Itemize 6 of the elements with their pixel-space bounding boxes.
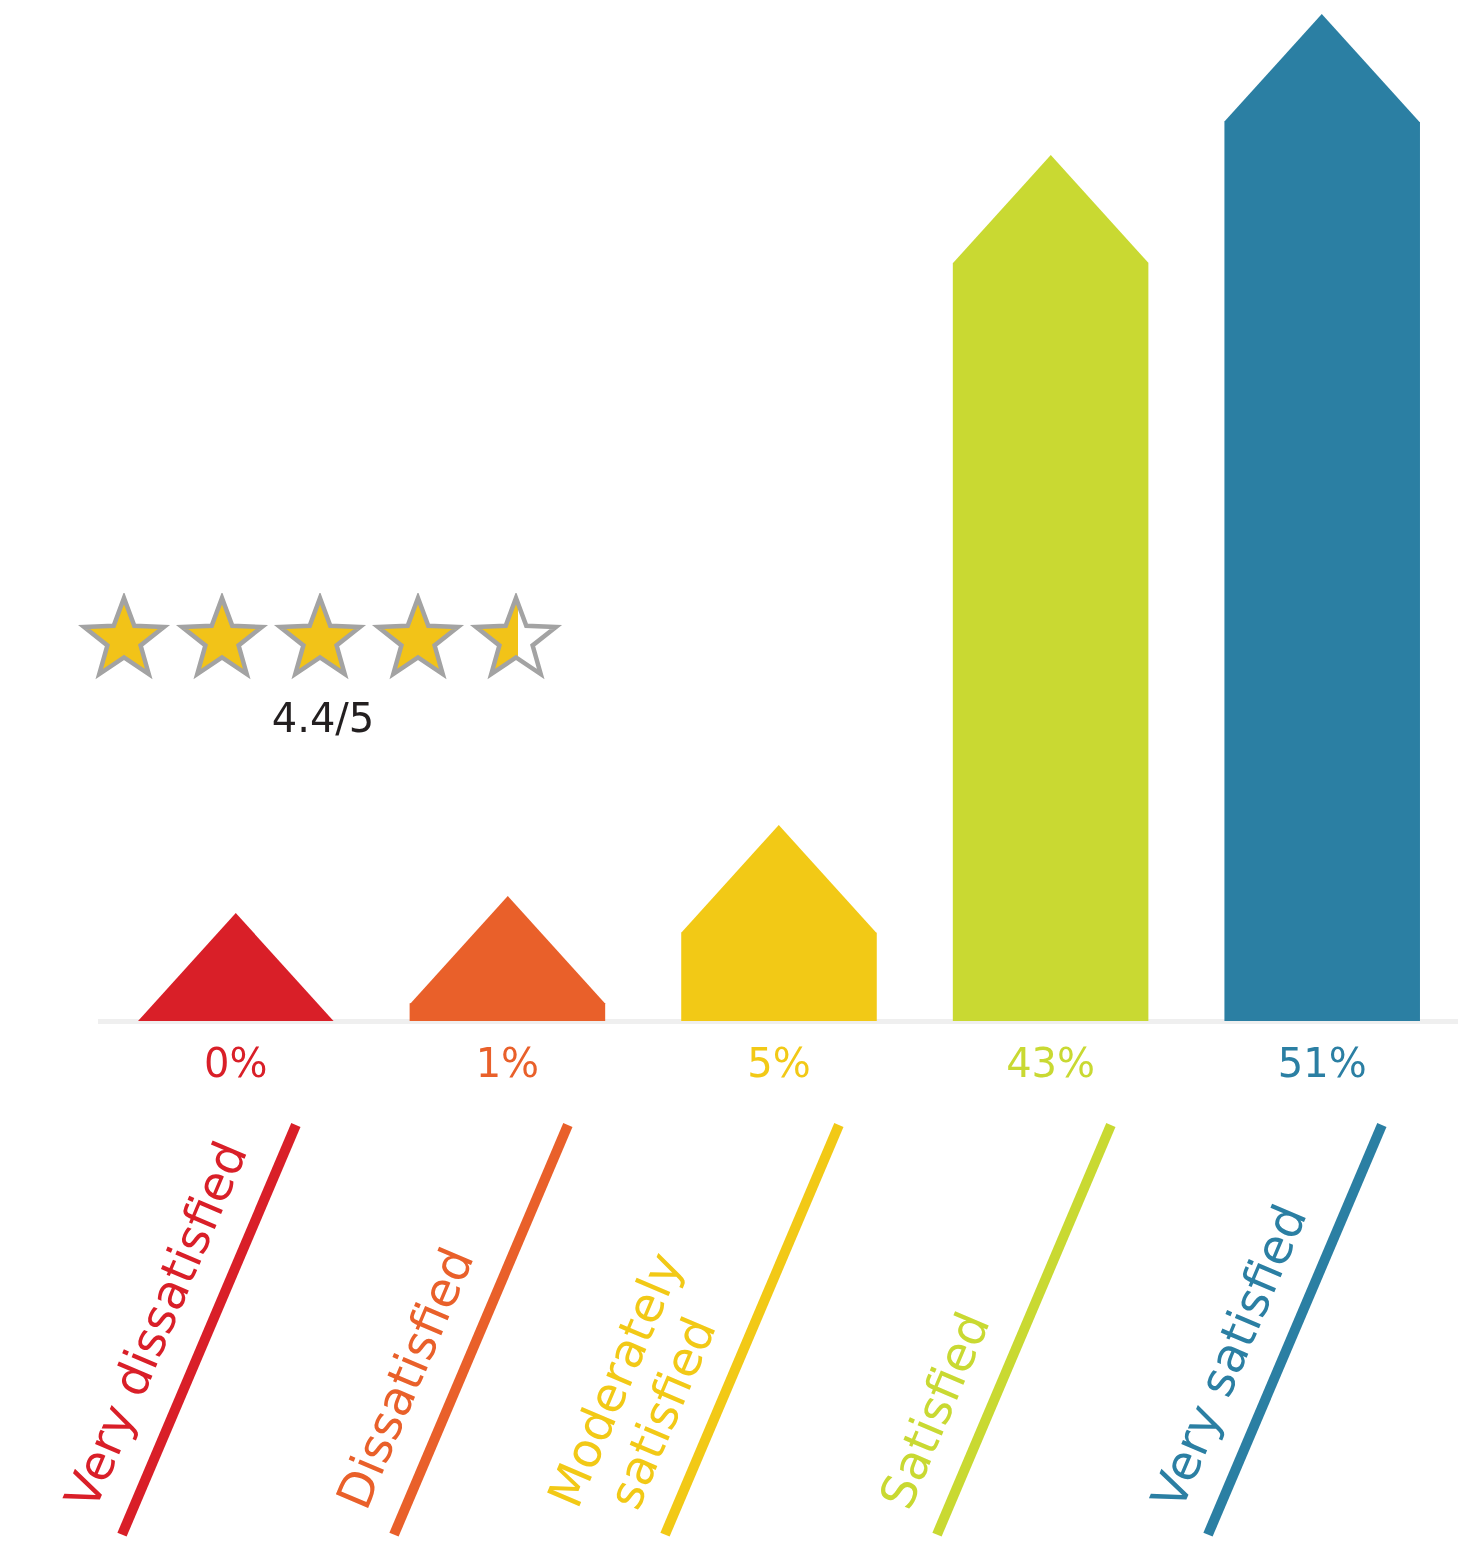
data-label: 51% — [1277, 1040, 1367, 1087]
data-label: 0% — [204, 1040, 268, 1087]
data-label: 1% — [475, 1040, 540, 1087]
data-label: 5% — [747, 1040, 811, 1087]
annotation: 4.4/5 — [270, 694, 376, 742]
data-label: 43% — [1006, 1040, 1096, 1087]
